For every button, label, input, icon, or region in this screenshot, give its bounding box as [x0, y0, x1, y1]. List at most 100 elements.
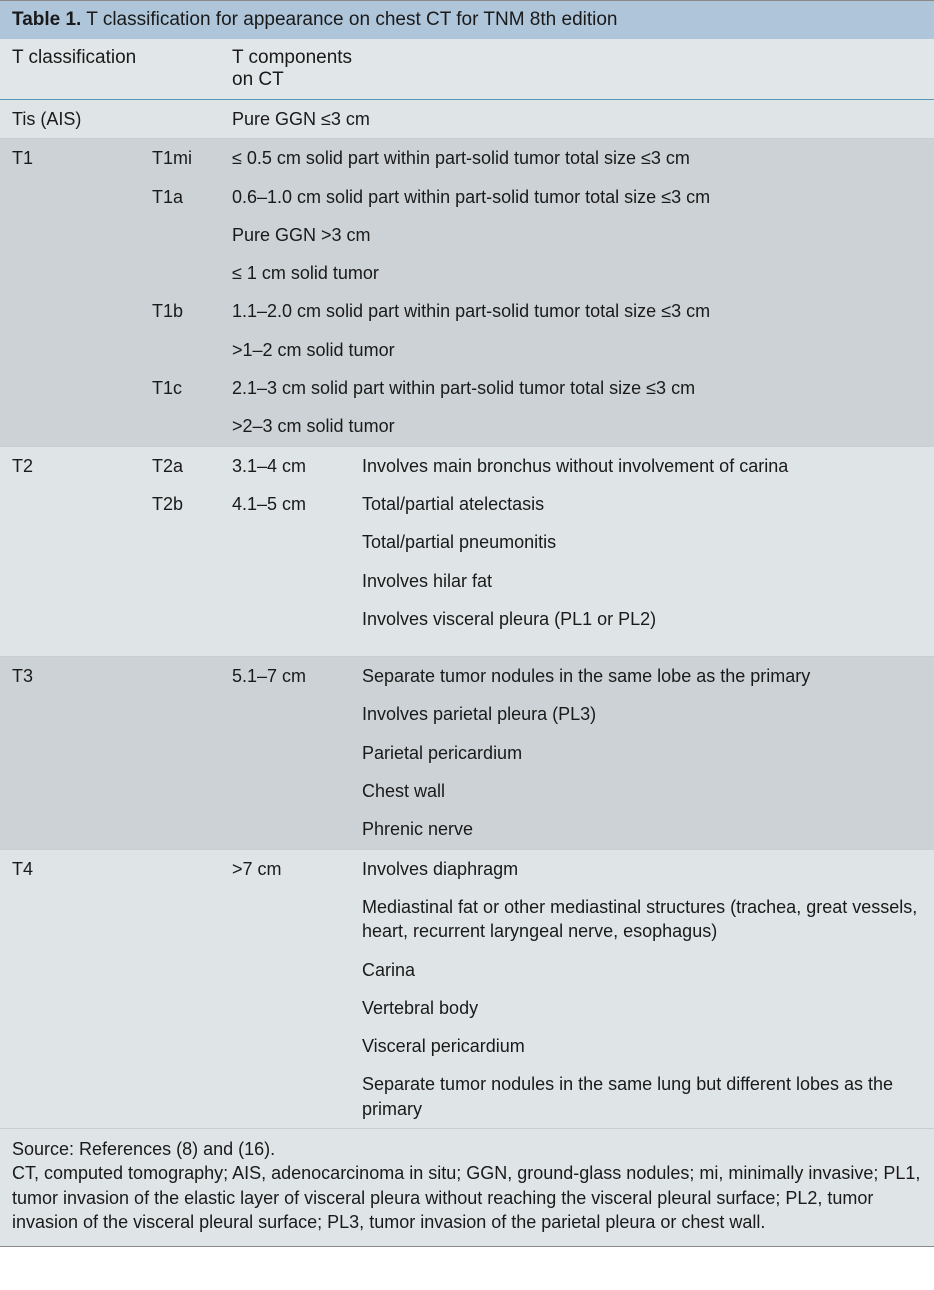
table-section: T1T1mi≤ 0.5 cm solid part within part-so…: [0, 139, 934, 446]
cell-size: [232, 1072, 362, 1121]
cell-components: 2.1–3 cm solid part within part-solid tu…: [232, 376, 922, 400]
cell-components: ≤ 1 cm solid tumor: [232, 261, 922, 285]
cell-size: [232, 569, 362, 593]
header-col2: [152, 47, 232, 91]
cell-size: >7 cm: [232, 857, 362, 881]
cell-components: Pure GGN ≤3 cm: [232, 107, 922, 131]
table-row: T2b4.1–5 cmTotal/partial atelectasis: [0, 485, 934, 523]
table-row: Vertebral body: [0, 989, 934, 1027]
cell-classification: T4: [12, 857, 152, 881]
table-row: T1T1mi≤ 0.5 cm solid part within part-so…: [0, 139, 934, 177]
cell-components: 0.6–1.0 cm solid part within part-solid …: [232, 185, 922, 209]
table-section: Tis (AIS) Pure GGN ≤3 cm: [0, 100, 934, 139]
cell-subclass: T1b: [152, 299, 232, 323]
cell-classification: [12, 741, 152, 765]
header-col1: T classification: [12, 47, 152, 91]
cell-size: [232, 607, 362, 631]
cell-classification: [12, 185, 152, 209]
cell-classification: [12, 607, 152, 631]
cell-size: 3.1–4 cm: [232, 454, 362, 478]
cell-subclass: [152, 1034, 232, 1058]
cell-subclass: [152, 996, 232, 1020]
cell-description: Parietal pericardium: [362, 741, 922, 765]
cell-subclass: T2a: [152, 454, 232, 478]
cell-subclass: [152, 107, 232, 131]
cell-classification: [12, 376, 152, 400]
header-col4: [362, 47, 922, 91]
cell-size: [232, 1034, 362, 1058]
classification-table: Table 1. T classification for appearance…: [0, 0, 934, 1247]
table-row: Tis (AIS) Pure GGN ≤3 cm: [0, 100, 934, 138]
footer-abbrev: CT, computed tomography; AIS, adenocarci…: [12, 1161, 922, 1234]
cell-description: Involves diaphragm: [362, 857, 922, 881]
table-title-text: T classification for appearance on chest…: [81, 9, 617, 30]
cell-classification: [12, 996, 152, 1020]
cell-size: [232, 895, 362, 944]
cell-classification: T2: [12, 454, 152, 478]
cell-description: Carina: [362, 958, 922, 982]
cell-subclass: [152, 779, 232, 803]
cell-description: Total/partial atelectasis: [362, 492, 922, 516]
cell-components: Pure GGN >3 cm: [232, 223, 922, 247]
table-header-row: T classification T components on CT: [0, 39, 934, 100]
cell-classification: [12, 530, 152, 554]
cell-components: >2–3 cm solid tumor: [232, 414, 922, 438]
cell-subclass: [152, 664, 232, 688]
cell-subclass: [152, 1072, 232, 1121]
footer-source: Source: References (8) and (16).: [12, 1137, 922, 1161]
cell-subclass: [152, 741, 232, 765]
table-row: T1b1.1–2.0 cm solid part within part-sol…: [0, 292, 934, 330]
cell-description: Chest wall: [362, 779, 922, 803]
cell-classification: [12, 223, 152, 247]
cell-size: [232, 958, 362, 982]
table-row: Visceral pericardium: [0, 1027, 934, 1065]
cell-classification: [12, 779, 152, 803]
table-row: ≤ 1 cm solid tumor: [0, 254, 934, 292]
cell-subclass: [152, 817, 232, 841]
cell-subclass: T1mi: [152, 146, 232, 170]
cell-subclass: [152, 530, 232, 554]
cell-description: Separate tumor nodules in the same lung …: [362, 1072, 922, 1121]
cell-size: 5.1–7 cm: [232, 664, 362, 688]
table-row: Separate tumor nodules in the same lung …: [0, 1065, 934, 1128]
cell-subclass: [152, 857, 232, 881]
section-spacer: [0, 638, 934, 656]
table-row: Parietal pericardium: [0, 734, 934, 772]
cell-subclass: [152, 414, 232, 438]
cell-description: Mediastinal fat or other mediastinal str…: [362, 895, 922, 944]
table-row: Involves hilar fat: [0, 562, 934, 600]
cell-classification: [12, 1034, 152, 1058]
header-col3: T components on CT: [232, 47, 362, 91]
table-row: Phrenic nerve: [0, 810, 934, 848]
cell-description: Involves hilar fat: [362, 569, 922, 593]
cell-subclass: [152, 261, 232, 285]
table-title-bar: Table 1. T classification for appearance…: [0, 0, 934, 39]
cell-classification: [12, 261, 152, 285]
table-row: Chest wall: [0, 772, 934, 810]
cell-classification: [12, 299, 152, 323]
table-row: T1a0.6–1.0 cm solid part within part-sol…: [0, 178, 934, 216]
cell-size: [232, 779, 362, 803]
cell-classification: [12, 414, 152, 438]
table-footer: Source: References (8) and (16). CT, com…: [0, 1129, 934, 1247]
table-row: Pure GGN >3 cm: [0, 216, 934, 254]
cell-components: >1–2 cm solid tumor: [232, 338, 922, 362]
cell-size: 4.1–5 cm: [232, 492, 362, 516]
cell-classification: Tis (AIS): [12, 107, 152, 131]
cell-description: Involves visceral pleura (PL1 or PL2): [362, 607, 922, 631]
cell-classification: T3: [12, 664, 152, 688]
cell-size: [232, 530, 362, 554]
cell-description: Total/partial pneumonitis: [362, 530, 922, 554]
cell-classification: [12, 895, 152, 944]
table-row: T2T2a3.1–4 cmInvolves main bronchus with…: [0, 447, 934, 485]
table-section: T4 >7 cmInvolves diaphragm Mediastinal fat…: [0, 850, 934, 1129]
cell-classification: [12, 492, 152, 516]
cell-description: Vertebral body: [362, 996, 922, 1020]
cell-classification: [12, 338, 152, 362]
cell-subclass: [152, 223, 232, 247]
cell-subclass: [152, 895, 232, 944]
cell-subclass: [152, 569, 232, 593]
cell-classification: [12, 702, 152, 726]
cell-subclass: [152, 958, 232, 982]
cell-size: [232, 996, 362, 1020]
